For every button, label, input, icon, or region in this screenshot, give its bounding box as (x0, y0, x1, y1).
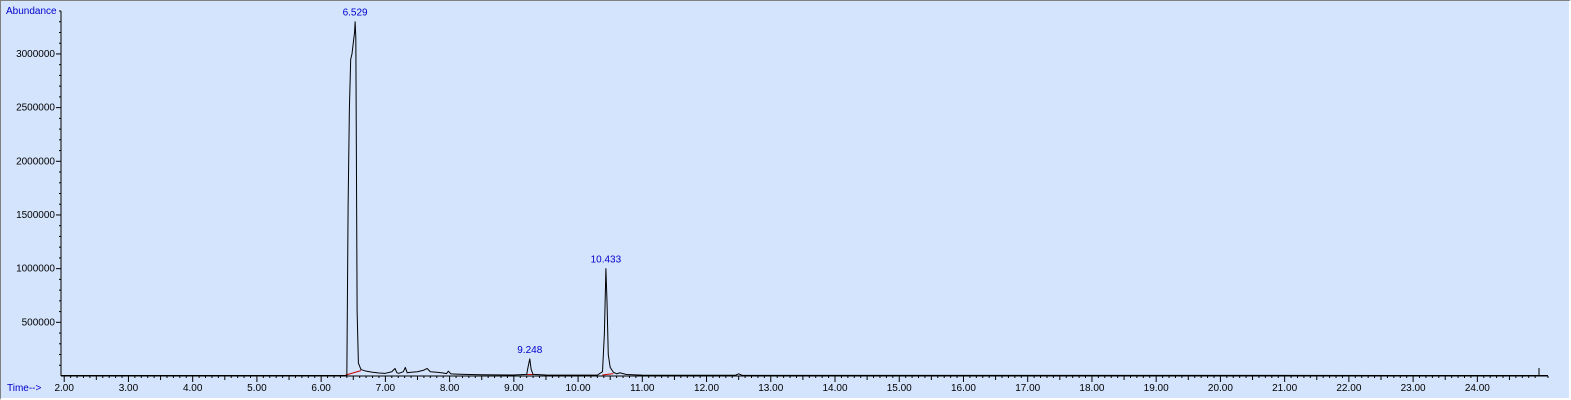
y-tick-label: 500000 (22, 317, 56, 328)
peak-labels: 6.529 9.248 10.433 (343, 8, 622, 356)
tic-trace (61, 21, 1549, 376)
y-tick-label: 1500000 (16, 210, 55, 221)
x-tick-label: 21.00 (1272, 383, 1297, 394)
x-tick-label: 14.00 (822, 383, 847, 394)
integration-baseline (602, 373, 614, 376)
y-tick-label: 2000000 (16, 156, 55, 167)
x-tick-label: 3.00 (119, 383, 139, 394)
y-axis-title: Abundance (6, 6, 57, 17)
y-tick-label: 2500000 (16, 103, 55, 114)
x-tick-label: 11.00 (630, 383, 655, 394)
x-tick-label: 20.00 (1208, 383, 1233, 394)
x-axis-title: Time--> (7, 383, 42, 394)
x-tick-label: 23.00 (1401, 383, 1426, 394)
integration-baseline (345, 370, 362, 376)
y-ticks: 500000 1000000 1500000 2000000 2500000 300000… (16, 10, 61, 366)
peak-label: 6.529 (343, 8, 368, 19)
x-tick-label: 18.00 (1079, 383, 1104, 394)
x-tick-label: 2.00 (54, 383, 74, 394)
x-tick-label: 5.00 (247, 383, 267, 394)
x-tick-label: 10.00 (566, 383, 591, 394)
x-tick-label: 8.00 (440, 383, 460, 394)
x-tick-label: 12.00 (694, 383, 719, 394)
x-tick-label: 4.00 (183, 383, 203, 394)
chromatogram-traces (61, 21, 1549, 376)
x-tick-label: 19.00 (1144, 383, 1169, 394)
peak-label: 10.433 (591, 255, 622, 266)
y-tick-label: 1000000 (16, 264, 55, 275)
x-tick-label: 24.00 (1465, 383, 1490, 394)
y-tick-label: 3000000 (16, 49, 55, 60)
x-tick-label: 22.00 (1336, 383, 1361, 394)
x-tick-label: 17.00 (1015, 383, 1040, 394)
x-tick-label: 9.00 (504, 383, 524, 394)
x-ticks: 2.00 3.00 4.00 5.00 6.00 7.00 8.00 9.00 10.00 11.… (54, 376, 1549, 394)
x-tick-label: 13.00 (758, 383, 783, 394)
x-tick-label: 16.00 (951, 383, 976, 394)
x-tick-label: 7.00 (376, 383, 396, 394)
axes (60, 11, 1548, 377)
peak-label: 9.248 (517, 345, 542, 356)
x-tick-label: 15.00 (887, 383, 912, 394)
x-tick-label: 6.00 (311, 383, 331, 394)
